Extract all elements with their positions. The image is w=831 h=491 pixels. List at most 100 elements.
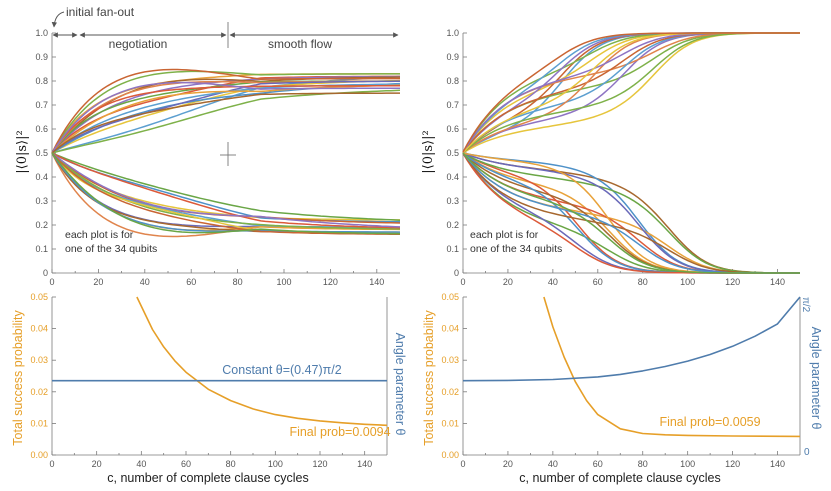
x-tick-label: 100 <box>276 277 291 287</box>
x-tick-label: 80 <box>233 277 243 287</box>
y-tick-label: 0.04 <box>30 324 48 334</box>
bottom-right-ylabel-right: Angle parameter θ <box>809 327 823 430</box>
x-tick-label: 140 <box>357 459 372 469</box>
bottom-left-series <box>52 296 388 427</box>
top-left-ylabel: |⟨0|s⟩|² <box>15 130 30 173</box>
x-tick-label: 20 <box>92 459 102 469</box>
x-tick-label: 60 <box>186 277 196 287</box>
top-right-y-axis: 0 0.1 0.2 0.3 0.4 0.5 0.6 0.7 0.8 0.9 1.0 <box>446 28 467 278</box>
x-tick-label: 120 <box>312 459 327 469</box>
smooth-flow-label: smooth flow <box>268 37 332 51</box>
bottom-left-constant-label: Constant θ=(0.47)π/2 <box>222 363 342 377</box>
qubit-curve <box>51 70 400 154</box>
top-left-x-axis: 0 20 40 60 80 100 120 140 <box>49 269 400 287</box>
x-tick-label: 0 <box>460 277 465 287</box>
x-tick-label: 60 <box>593 459 603 469</box>
x-tick-label: 120 <box>323 277 338 287</box>
x-tick-label: 40 <box>140 277 150 287</box>
x-tick-label: 140 <box>770 459 785 469</box>
y-tick-label: 0.5 <box>446 148 459 158</box>
initial-fanout-pointer <box>51 11 65 28</box>
y-tick-label: 0.5 <box>35 148 48 158</box>
bottom-left-y-axis: 0.00 0.01 0.02 0.03 0.04 0.05 <box>30 292 56 460</box>
qubit-curve <box>462 32 800 154</box>
x-tick-label: 80 <box>638 459 648 469</box>
bottom-right-pi-half-tick: π/2 <box>800 297 811 313</box>
qubit-curve <box>51 152 401 229</box>
bottom-left-x-axis: 0 20 40 60 80 100 120 140 <box>49 451 387 469</box>
x-tick-label: 80 <box>638 277 648 287</box>
x-tick-label: 140 <box>770 277 785 287</box>
qubit-curve <box>51 152 400 235</box>
qubit-curve <box>51 152 400 230</box>
x-tick-label: 100 <box>680 459 695 469</box>
success-probability-line <box>543 296 801 438</box>
qubit-curve <box>462 32 800 153</box>
x-tick-label: 100 <box>680 277 695 287</box>
bottom-left-ylabel-left: Total success probability <box>11 310 25 446</box>
initial-fanout-label: initial fan-out <box>66 5 135 19</box>
bottom-right-x-axis: 0 20 40 60 80 100 120 140 <box>460 451 800 469</box>
qubit-curve <box>51 152 401 221</box>
qubit-curve <box>462 152 800 274</box>
qubit-curve <box>51 81 401 154</box>
y-tick-label: 0 <box>43 268 48 278</box>
top-left-note-line2: one of the 34 qubits <box>65 243 157 255</box>
y-tick-label: 0.05 <box>30 292 48 302</box>
x-tick-label: 40 <box>548 459 558 469</box>
bottom-right-zero-tick: 0 <box>804 447 810 458</box>
x-tick-label: 120 <box>725 459 740 469</box>
y-tick-label: 0.1 <box>35 244 48 254</box>
y-tick-label: 0.03 <box>441 355 459 365</box>
bottom-right-xlabel: c, number of complete clause cycles <box>519 471 720 485</box>
top-right-note-line2: one of the 34 qubits <box>470 243 562 255</box>
top-left-note-line1: each plot is for <box>65 229 134 241</box>
y-tick-label: 0.02 <box>441 387 459 397</box>
qubit-curve <box>51 152 401 235</box>
y-tick-label: 0.03 <box>30 355 48 365</box>
top-right-note-line1: each plot is for <box>470 229 539 241</box>
y-tick-label: 0.00 <box>30 450 48 460</box>
success-probability-line <box>136 296 388 427</box>
y-tick-label: 0 <box>454 268 459 278</box>
qubit-curve <box>51 92 400 154</box>
y-tick-label: 1.0 <box>446 28 459 38</box>
y-tick-label: 0.04 <box>441 324 459 334</box>
y-tick-label: 0.6 <box>35 124 48 134</box>
bottom-right-y-axis: 0.00 0.01 0.02 0.03 0.04 0.05 <box>441 292 467 460</box>
y-tick-label: 0.2 <box>446 220 459 230</box>
panel-top-left: |⟨0|s⟩|² 0 0.1 0.2 0.3 0.4 0.5 0.6 0.7 0.8 0.9 1.0… <box>15 28 401 287</box>
angle-parameter-line <box>462 296 801 382</box>
y-tick-label: 0.4 <box>446 172 459 182</box>
y-tick-label: 1.0 <box>35 28 48 38</box>
x-tick-label: 120 <box>725 277 740 287</box>
y-tick-label: 0.6 <box>446 124 459 134</box>
top-right-ylabel: |⟨0|s⟩|² <box>421 130 436 173</box>
x-tick-label: 140 <box>369 277 384 287</box>
y-tick-label: 0.3 <box>35 196 48 206</box>
y-tick-label: 0.8 <box>446 76 459 86</box>
x-tick-label: 0 <box>460 459 465 469</box>
top-right-qubit-curves <box>462 32 800 274</box>
x-tick-label: 20 <box>503 277 513 287</box>
x-tick-label: 60 <box>593 277 603 287</box>
x-tick-label: 20 <box>93 277 103 287</box>
qubit-curve <box>51 152 401 228</box>
top-left-qubit-curves <box>51 68 401 238</box>
bottom-left-xlabel: c, number of complete clause cycles <box>107 471 308 485</box>
qubit-curve <box>51 84 401 154</box>
y-tick-label: 0.00 <box>441 450 459 460</box>
qubit-curve <box>51 85 400 154</box>
y-tick-label: 0.7 <box>35 100 48 110</box>
y-tick-label: 0.2 <box>35 220 48 230</box>
x-tick-label: 20 <box>503 459 513 469</box>
bottom-left-ylabel-right: Angle parameter θ <box>393 333 407 436</box>
y-tick-label: 0.3 <box>446 196 459 206</box>
y-tick-label: 0.1 <box>446 244 459 254</box>
bottom-left-final-label: Final prob=0.0094 <box>289 425 390 439</box>
y-tick-label: 0.02 <box>30 387 48 397</box>
y-tick-label: 0.01 <box>441 418 459 428</box>
panel-bottom-left: Total success probability Angle paramete… <box>11 292 407 485</box>
x-tick-label: 80 <box>226 459 236 469</box>
